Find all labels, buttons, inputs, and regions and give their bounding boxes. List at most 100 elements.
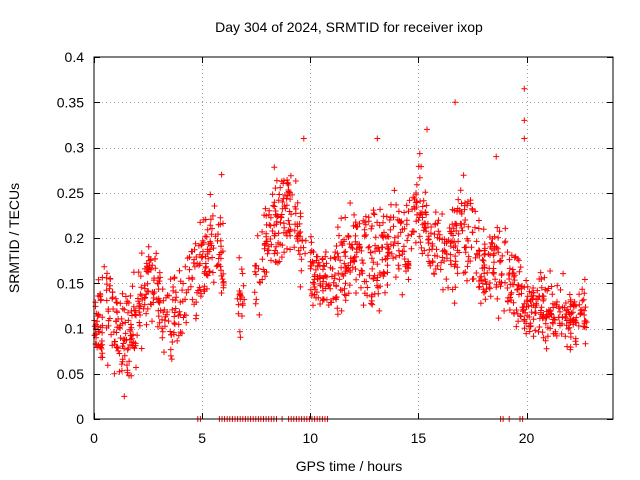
data-point <box>116 350 123 357</box>
data-point <box>511 310 518 317</box>
data-point <box>263 233 270 240</box>
data-point <box>139 296 146 303</box>
data-point <box>199 253 206 260</box>
data-point <box>138 250 145 257</box>
data-point <box>159 328 166 335</box>
data-point <box>382 289 388 296</box>
data-point <box>361 278 368 285</box>
data-point <box>121 306 128 313</box>
data-point <box>341 291 348 298</box>
data-point <box>191 263 198 270</box>
data-point <box>580 296 587 303</box>
data-point <box>493 284 500 291</box>
data-point <box>409 228 416 235</box>
data-point <box>368 255 375 262</box>
data-point <box>370 259 377 266</box>
data-point <box>558 330 565 337</box>
data-point <box>451 300 458 307</box>
data-point <box>281 224 288 231</box>
data-point <box>462 269 469 276</box>
data-point <box>334 311 341 318</box>
data-point <box>349 245 356 252</box>
data-point <box>129 312 135 319</box>
data-point <box>185 275 192 282</box>
data-point <box>262 205 269 212</box>
data-point <box>285 227 292 234</box>
data-point <box>292 203 299 210</box>
data-point <box>576 291 583 298</box>
data-point <box>482 250 489 257</box>
data-point <box>521 316 528 323</box>
data-point <box>297 244 304 251</box>
data-point <box>128 308 135 314</box>
data-point <box>431 252 438 259</box>
data-point <box>581 276 588 283</box>
data-point <box>186 266 193 273</box>
data-point <box>522 309 529 316</box>
data-point <box>427 262 434 269</box>
data-point <box>494 295 501 302</box>
data-point <box>369 301 376 308</box>
data-point <box>479 280 486 287</box>
data-point <box>478 273 485 280</box>
data-point <box>397 229 404 236</box>
data-point <box>319 297 326 304</box>
data-point <box>137 312 143 318</box>
data-point <box>461 206 468 213</box>
data-point <box>544 287 551 294</box>
data-point <box>283 195 290 202</box>
data-point <box>291 244 298 251</box>
data-point <box>534 296 541 303</box>
data-point <box>207 222 214 229</box>
data-point <box>144 288 151 294</box>
data-point <box>209 269 216 276</box>
data-point <box>164 292 171 299</box>
data-point <box>238 294 245 300</box>
data-point <box>498 272 505 279</box>
data-point <box>521 117 528 124</box>
data-point <box>564 343 571 350</box>
data-point <box>152 255 159 262</box>
data-point <box>406 197 413 204</box>
data-point <box>390 255 397 262</box>
data-point <box>267 214 274 221</box>
data-point <box>103 287 110 294</box>
data-point <box>334 224 341 231</box>
data-point <box>275 197 282 204</box>
data-point <box>136 319 143 326</box>
data-point <box>137 273 144 280</box>
data-point <box>408 245 415 252</box>
data-point <box>534 287 541 294</box>
data-point <box>570 316 577 323</box>
data-point <box>578 310 584 316</box>
data-point <box>276 191 283 198</box>
data-point <box>333 243 340 249</box>
data-point <box>563 307 570 314</box>
data-point <box>294 199 301 206</box>
data-point <box>155 307 162 314</box>
data-point <box>405 232 412 239</box>
data-point <box>365 214 372 221</box>
data-point <box>532 310 538 317</box>
data-point <box>164 309 171 315</box>
data-point <box>186 254 193 261</box>
data-point <box>361 290 368 297</box>
data-point <box>172 297 179 304</box>
data-point <box>237 334 244 341</box>
data-point <box>452 284 459 291</box>
data-point <box>193 312 200 319</box>
data-point <box>373 245 380 252</box>
data-point <box>176 267 183 274</box>
data-point <box>577 311 584 318</box>
data-point <box>273 218 280 225</box>
data-point <box>144 265 151 272</box>
data-point <box>327 264 334 271</box>
data-point <box>297 283 304 290</box>
data-point <box>529 289 535 296</box>
data-point <box>540 297 547 304</box>
data-point <box>401 209 408 216</box>
data-point <box>346 282 353 289</box>
data-point <box>380 270 387 277</box>
data-point <box>362 213 369 220</box>
data-point <box>122 293 129 300</box>
